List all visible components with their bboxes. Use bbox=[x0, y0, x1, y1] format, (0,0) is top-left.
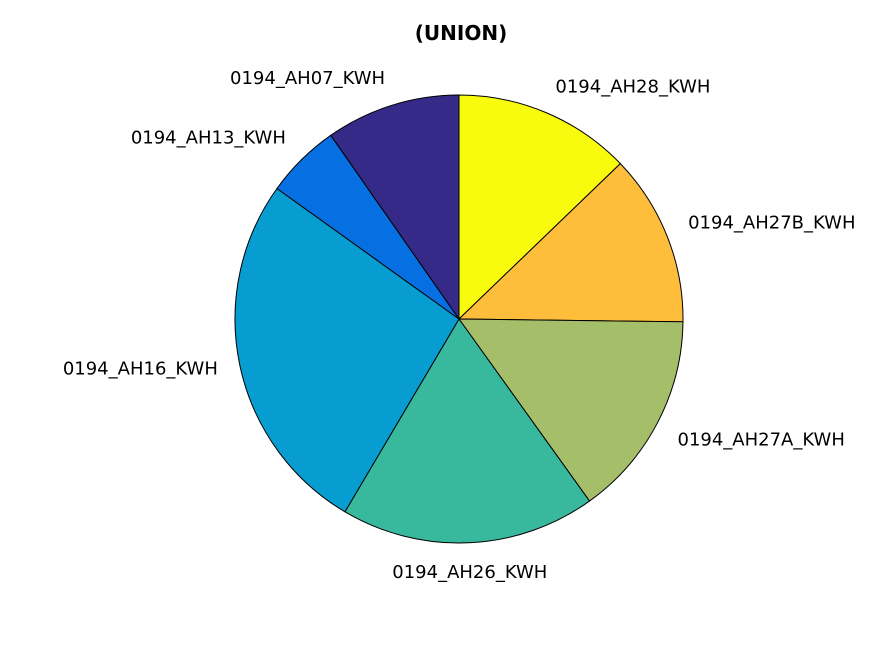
pie-slice-0194-ah16-kwh bbox=[234, 187, 460, 513]
pie-label-0194-ah07-kwh: 0194_AH07_KWH bbox=[230, 68, 385, 89]
pie-slices bbox=[234, 94, 684, 544]
pie-slice-0194-ah27a-kwh bbox=[458, 318, 684, 502]
pie-slice-0194-ah07-kwh bbox=[330, 94, 460, 321]
pie-labels: 0194_AH28_KWH 0194_AH27B_KWH 0194_AH27A_KW… bbox=[63, 68, 856, 583]
pie-label-0194-ah27a-kwh: 0194_AH27A_KWH bbox=[678, 430, 845, 451]
pie-label-0194-ah28-kwh: 0194_AH28_KWH bbox=[555, 76, 710, 97]
pie-label-0194-ah16-kwh: 0194_AH16_KWH bbox=[63, 359, 218, 380]
pie-slice-0194-ah26-kwh bbox=[344, 318, 591, 544]
pie-label-0194-ah13-kwh: 0194_AH13_KWH bbox=[131, 128, 286, 149]
pie-slice-0194-ah28-kwh bbox=[458, 94, 622, 321]
chart-title: (UNION) bbox=[415, 21, 507, 45]
pie-slice-0194-ah27b-kwh bbox=[457, 162, 684, 323]
pie-label-0194-ah27b-kwh: 0194_AH27B_KWH bbox=[688, 212, 855, 233]
pie-label-0194-ah26-kwh: 0194_AH26_KWH bbox=[392, 562, 547, 583]
